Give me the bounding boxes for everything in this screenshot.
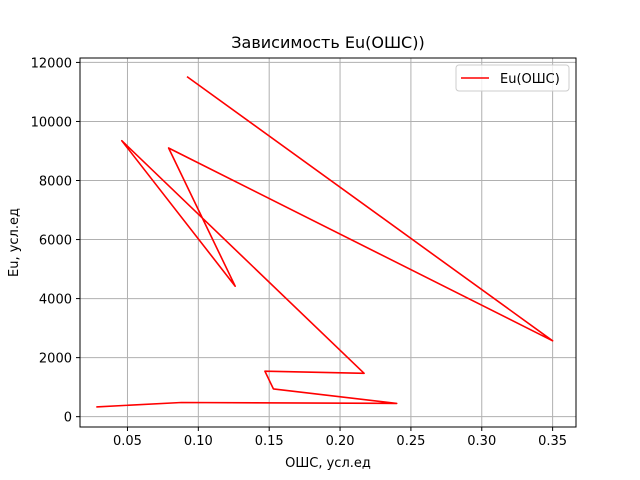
y-tick-label: 2000 <box>39 352 72 367</box>
series-line <box>96 75 554 408</box>
y-axis: 0 2000 4000 6000 8000 10000 12000 <box>31 56 80 426</box>
y-tick-label: 6000 <box>39 234 72 249</box>
x-axis: 0.05 0.10 0.15 0.20 0.25 0.30 0.35 <box>113 427 567 449</box>
x-tick-label: 0.35 <box>538 434 567 449</box>
y-tick-label: 8000 <box>39 175 72 190</box>
legend-box <box>455 64 570 92</box>
legend-label: Eu(ОШС) <box>500 72 560 87</box>
x-axis-title: ОШС, усл.ед <box>285 456 371 471</box>
y-axis-title: Eu, усл.ед <box>7 208 22 277</box>
x-tick-label: 0.30 <box>467 434 496 449</box>
x-tick-label: 0.15 <box>255 434 284 449</box>
y-tick-label: 10000 <box>31 115 72 130</box>
y-tick-label: 4000 <box>39 293 72 308</box>
x-tick-label: 0.20 <box>326 434 355 449</box>
legend: Eu(ОШС) <box>455 64 570 92</box>
y-tick-label: 12000 <box>31 56 72 71</box>
x-tick-label: 0.05 <box>113 434 142 449</box>
axes-frame <box>79 57 577 428</box>
x-tick-label: 0.25 <box>396 434 425 449</box>
plot-area <box>96 75 554 408</box>
y-tick-label: 0 <box>64 411 72 426</box>
x-tick-label: 0.10 <box>184 434 213 449</box>
chart-title: Зависимость Eu(ОШС)) <box>231 33 424 52</box>
